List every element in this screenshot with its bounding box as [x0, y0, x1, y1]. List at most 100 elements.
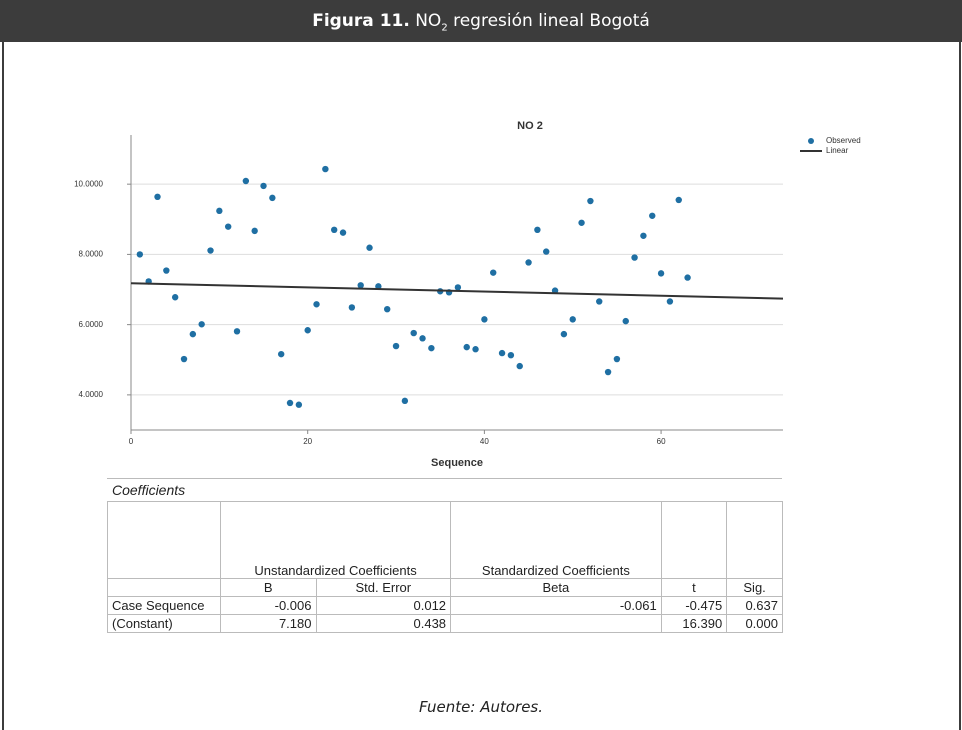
regression-line [130, 282, 784, 300]
point [224, 223, 232, 230]
table-cell: -0.475 [660, 596, 728, 615]
table-cell: 0.637 [726, 596, 783, 615]
point [216, 207, 223, 215]
point [189, 330, 197, 338]
point [410, 329, 417, 337]
table-cell: 7.180 [220, 614, 317, 633]
title-main: NO [415, 11, 442, 31]
point [516, 362, 523, 370]
table-cell: Beta [450, 578, 662, 597]
point [551, 287, 559, 294]
y-tick-label: 6.0000 [79, 320, 104, 329]
column-header-row: B Std. Error Beta t Sig. [107, 578, 783, 597]
point [357, 282, 364, 289]
table-cell: 0.012 [315, 596, 452, 615]
point [251, 227, 258, 235]
legend-label: Linear [826, 146, 849, 155]
group-header-row: Unstandardized Coefficients Standardized … [107, 501, 783, 579]
legend-label: Observed [826, 136, 861, 145]
point [171, 294, 179, 301]
point [322, 165, 329, 173]
point [136, 251, 144, 258]
title-subscript: 2 [441, 22, 448, 34]
point [277, 350, 285, 358]
point [596, 298, 603, 305]
x-tick-label: 20 [303, 437, 312, 446]
point [622, 317, 629, 325]
table-cell [107, 578, 221, 597]
point [384, 305, 391, 313]
data-row: Case Sequence -0.006 0.012 -0.061 -0.475 0.63… [107, 596, 783, 615]
table-cell: Case Sequence [107, 596, 221, 615]
point [640, 232, 647, 239]
figure-label: Figura 11. [312, 11, 410, 31]
table-cell [726, 501, 783, 579]
title-rest: regresión lineal Bogotá [453, 11, 650, 31]
table-cell: Unstandardized Coefficients [219, 501, 452, 579]
point [684, 274, 691, 281]
point [198, 321, 205, 328]
point [463, 343, 470, 351]
point [392, 342, 400, 350]
chart: NO 2 Sequence 4.0000 6.0000 8.0000 10.0000 0… [74, 120, 861, 469]
point [260, 182, 267, 190]
legend-swatch [808, 138, 814, 144]
point [401, 397, 409, 405]
point [543, 248, 550, 255]
point [180, 355, 188, 363]
point [507, 351, 515, 359]
point [631, 254, 638, 261]
table-cell [450, 614, 662, 633]
point [657, 270, 665, 277]
point [348, 304, 356, 311]
point [269, 194, 276, 202]
coefficients-table: Coefficients Unstandardized Coefficients S… [107, 478, 783, 633]
caption: Fuente: Autores. [419, 698, 543, 716]
table-cell: 0.000 [726, 614, 783, 633]
table-cell: t [660, 578, 728, 597]
point [525, 259, 532, 266]
table-cell: Coefficients [107, 478, 783, 502]
point [375, 283, 382, 290]
data-row: (Constant) 7.180 0.438 16.390 0.000 [107, 614, 783, 633]
table-cell: 16.390 [660, 614, 728, 633]
point [578, 219, 585, 226]
figure-frame [2, 42, 961, 730]
table-cell: (Constant) [107, 614, 221, 633]
point [330, 226, 338, 234]
y-tick-label: 4.0000 [79, 390, 104, 399]
point [154, 193, 161, 201]
table-cell [107, 501, 221, 579]
point [339, 229, 347, 236]
title-row: Coefficients [107, 478, 783, 502]
table-cell: Std. Error [315, 578, 452, 597]
point [666, 298, 674, 305]
x-tick-label: 60 [657, 437, 666, 446]
point [428, 344, 435, 352]
table-cell: B [220, 578, 317, 597]
point [472, 346, 479, 353]
table-cell: Sig. [726, 578, 783, 597]
point [481, 316, 488, 323]
point [498, 349, 506, 357]
point [675, 196, 682, 204]
point [560, 330, 568, 338]
x-tick-label: 0 [129, 437, 134, 446]
point [454, 284, 462, 291]
y-tick-label: 8.0000 [79, 250, 104, 259]
point [649, 212, 656, 219]
point [604, 368, 612, 376]
point [233, 328, 241, 335]
point [304, 327, 311, 334]
point [295, 401, 303, 408]
table-cell [660, 501, 728, 579]
point [419, 335, 426, 342]
table-cell: 0.438 [315, 614, 452, 633]
point [534, 226, 541, 234]
point [313, 301, 320, 308]
x-tick-label: 40 [480, 437, 489, 446]
point [613, 355, 621, 363]
point [587, 197, 594, 205]
point [242, 177, 250, 185]
